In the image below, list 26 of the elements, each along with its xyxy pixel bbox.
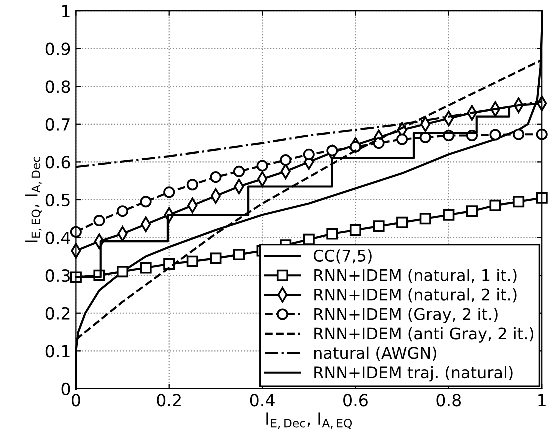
x-tick-label: 0.8 xyxy=(436,394,462,407)
y-axis-title: I$_{E,EQ}$, I$_{A,Dec}$ xyxy=(26,157,42,242)
y-tick-label: 1 xyxy=(62,5,70,18)
legend-label: RNN+IDEM (natural, 1 it.) xyxy=(314,269,517,284)
y-tick-label: 0.8 xyxy=(46,80,70,94)
legend-label: RNN+IDEM traj. (natural) xyxy=(314,366,513,382)
x-tick-label: 0.4 xyxy=(250,394,275,407)
x-axis-title: I$_{E,Dec}$, I$_{A,EQ}$ xyxy=(266,412,352,430)
x-tick-label: 0.6 xyxy=(344,394,368,407)
legend-label: RNN+IDEM (natural, 2 it.) xyxy=(314,288,517,303)
y-tick-label: 0.1 xyxy=(46,345,70,358)
y-tick-label: 0.5 xyxy=(46,194,70,207)
y-tick-label: 0.3 xyxy=(46,270,70,282)
y-tick-label: 0 xyxy=(62,382,70,396)
y-tick-label: 0.7 xyxy=(46,118,70,131)
x-tick-label: 1 xyxy=(538,394,546,406)
x-tick-label: 0 xyxy=(72,394,80,407)
legend-label: CC(7,5) xyxy=(314,250,372,264)
legend-label: RNN+IDEM (anti Gray, 2 it.) xyxy=(314,327,534,343)
x-tick-label: 0.2 xyxy=(157,394,181,407)
legend-label: RNN+IDEM (Gray, 2 it.) xyxy=(314,308,498,324)
y-tick-label: 0.4 xyxy=(46,232,70,244)
legend-label: natural (AWGN) xyxy=(314,346,436,362)
y-tick-label: 0.6 xyxy=(46,156,70,169)
y-tick-label: 0.9 xyxy=(46,42,70,56)
y-tick-label: 0.2 xyxy=(46,307,70,320)
